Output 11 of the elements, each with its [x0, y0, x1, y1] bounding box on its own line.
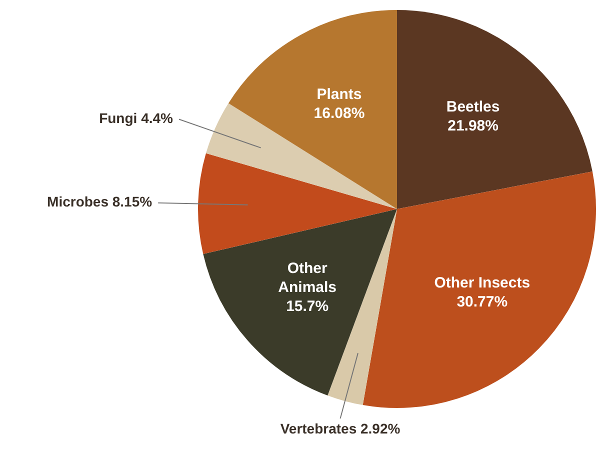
slice-label: Vertebrates 2.92% — [280, 420, 401, 436]
data-label: 30.77% — [456, 293, 508, 310]
slice-label: Plants — [316, 86, 362, 104]
slice-label: Microbes 8.15% — [47, 194, 153, 210]
data-label: 16.08% — [314, 105, 365, 122]
slice-label: Other Insects — [434, 274, 530, 292]
data-label: 21.98% — [448, 118, 498, 135]
data-label: 15.7% — [286, 298, 329, 315]
slice-label: Beetles — [446, 98, 500, 116]
slice-label: Other Animals — [278, 260, 337, 296]
slice-label: Fungi 4.4% — [99, 110, 174, 126]
